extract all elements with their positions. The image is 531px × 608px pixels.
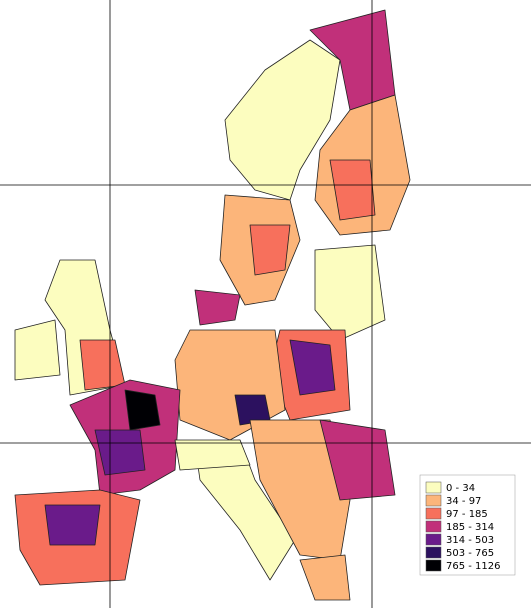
region (79, 339, 126, 391)
region (124, 389, 161, 431)
region (94, 429, 146, 476)
legend: 0 - 34 34 - 97 97 - 185 185 - 314 314 - 503 5… (425, 481, 501, 572)
region (249, 224, 291, 276)
region (329, 159, 376, 221)
legend-label: 34 - 97 (446, 496, 481, 507)
region (44, 504, 101, 546)
legend-label: 314 - 503 (446, 535, 494, 546)
legend-swatch (425, 507, 442, 520)
legend-swatch (425, 533, 442, 546)
legend-swatch (425, 520, 442, 533)
legend-label: 185 - 314 (446, 522, 494, 533)
legend-label: 765 - 1126 (446, 561, 501, 572)
legend-swatch (425, 559, 442, 572)
legend-swatch (425, 546, 442, 559)
region (174, 439, 251, 471)
legend-label: 0 - 34 (446, 483, 475, 494)
region (299, 554, 351, 601)
region (289, 339, 336, 396)
legend-swatch (425, 494, 442, 507)
legend-label: 97 - 185 (446, 509, 488, 520)
region (319, 419, 396, 501)
region (194, 289, 241, 326)
region (314, 244, 386, 341)
regions (14, 9, 411, 601)
legend-label: 503 - 765 (446, 548, 494, 559)
region (14, 319, 61, 381)
legend-swatch (425, 481, 442, 494)
